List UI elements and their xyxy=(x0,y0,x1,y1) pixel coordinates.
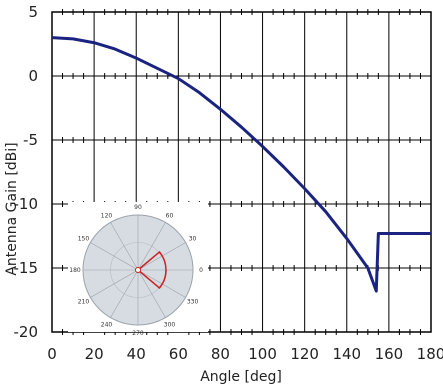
y-tick-label: -20 xyxy=(14,323,39,341)
x-tick-label: 20 xyxy=(85,345,104,363)
x-tick-label: 120 xyxy=(290,345,319,363)
y-tick-label: 0 xyxy=(28,67,38,85)
y-tick-label: -10 xyxy=(14,195,39,213)
x-tick-label: 0 xyxy=(47,345,57,363)
inset-angle-label: 150 xyxy=(78,236,90,243)
inset-angle-label: 240 xyxy=(101,322,113,329)
plot-frame xyxy=(51,11,432,333)
x-axis-title: Angle [deg] xyxy=(200,369,282,385)
inset-angle-label: 0 xyxy=(199,267,203,274)
inset-angle-label: 300 xyxy=(164,322,176,329)
x-tick-label: 140 xyxy=(332,345,361,363)
y-axis-title: Antenna Gain [dBi] xyxy=(4,142,20,275)
inset-spoke xyxy=(90,242,139,271)
x-tick-label: 160 xyxy=(375,345,404,363)
inset-angle-label: 30 xyxy=(189,236,197,243)
inset-angle-label: 330 xyxy=(187,299,199,306)
tick-labels: 0 20 40 60 80 100 120 140 160 180 5 0 -5 -10 -15 -20 xyxy=(14,3,443,363)
y-tick-label: -5 xyxy=(23,131,38,149)
y-tick-label: 5 xyxy=(28,3,38,21)
series-layer xyxy=(51,36,431,293)
inset-spoke xyxy=(90,269,139,298)
inset-angle-label: 210 xyxy=(78,299,90,306)
x-tick-label: 100 xyxy=(248,345,277,363)
inset-spoke xyxy=(110,269,139,318)
inset-angle-label: 60 xyxy=(166,212,174,219)
gain-series-line xyxy=(51,36,431,293)
plot-border xyxy=(51,11,432,333)
inset-angle-label: 270 xyxy=(132,330,144,337)
inset-spoke xyxy=(110,222,139,271)
inset-center-marker xyxy=(135,267,141,273)
inset-angle-label: 90 xyxy=(134,204,142,211)
inset-beam-pattern xyxy=(136,250,167,290)
inset-angle-label: 120 xyxy=(101,212,113,219)
x-tick-label: 180 xyxy=(417,345,443,363)
inset-spoke xyxy=(137,269,166,318)
x-tick-label: 80 xyxy=(211,345,230,363)
y-tick-label: -15 xyxy=(14,259,39,277)
x-tick-label: 40 xyxy=(127,345,146,363)
x-tick-label: 60 xyxy=(169,345,188,363)
inset-spoke xyxy=(137,222,166,271)
inset-angle-label: 180 xyxy=(69,267,81,274)
